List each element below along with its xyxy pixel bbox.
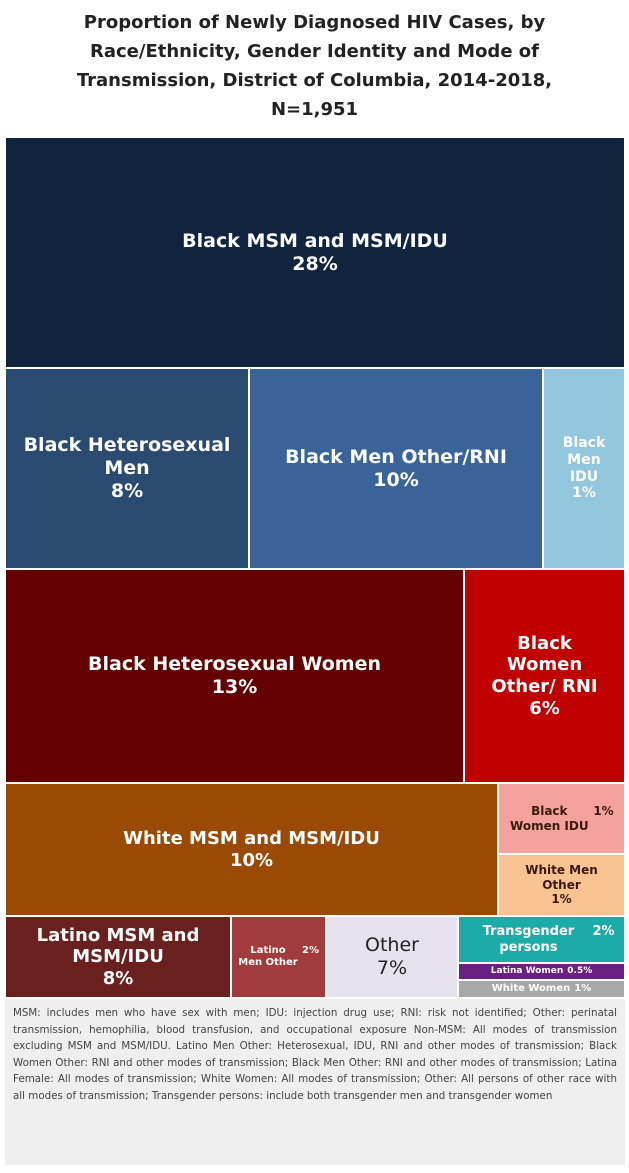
cell-label: Black Heterosexual Men [23, 434, 231, 480]
cell-value: 13% [211, 676, 258, 698]
chart-title: Proportion of Newly Diagnosed HIV Cases,… [76, 12, 553, 120]
cell-value: 7% [376, 957, 408, 979]
cell-value: 1% [574, 983, 592, 994]
cell-label: Latino MSM and MSM/IDU [36, 924, 200, 968]
treemap-cell: Black Heterosexual Women 13% [5, 569, 464, 783]
cell-value: 1% [572, 485, 596, 502]
treemap-cell: Black Women IDU 1% [498, 783, 625, 854]
cell-label: Latino Men Other [238, 945, 298, 968]
cell-label: Transgender persons [482, 923, 575, 955]
treemap-cell: Black Men IDU 1% [543, 368, 625, 569]
treemap-cell: Latino Men Other 2% [231, 916, 326, 998]
treemap-cell: Latina Women 0.5% [458, 963, 625, 980]
cell-label: Black Men IDU [562, 434, 606, 485]
cell-value: 8% [102, 967, 134, 989]
cell-value: 2% [302, 945, 319, 956]
cell-value: 10% [229, 849, 274, 871]
treemap-cell: Black Heterosexual Men 8% [5, 368, 249, 569]
treemap-cell: Transgender persons 2% [458, 916, 625, 963]
treemap-cell: Black Men Other/RNI 10% [249, 368, 543, 569]
cell-label: White Men Other [525, 863, 598, 892]
treemap-cell: Latino MSM and MSM/IDU 8% [5, 916, 231, 998]
cell-value: 10% [373, 468, 419, 491]
treemap-cell: Other 7% [326, 916, 458, 998]
cell-label: Black MSM and MSM/IDU [182, 229, 448, 252]
cell-value: 1% [593, 804, 614, 819]
cell-label: Black Women IDU [510, 804, 589, 833]
cell-value: 28% [292, 252, 338, 275]
cell-value: 8% [110, 479, 144, 502]
treemap-cell: White MSM and MSM/IDU 10% [5, 783, 498, 916]
treemap-cell: Black MSM and MSM/IDU 28% [5, 137, 625, 368]
treemap-cell: Black Women Other/ RNI 6% [464, 569, 625, 783]
cell-label: White Women [491, 983, 571, 994]
cell-label: Black Men Other/RNI [285, 445, 507, 468]
cell-value: 6% [529, 697, 560, 719]
cell-value: 1% [551, 892, 572, 907]
cell-value: 2% [592, 923, 615, 939]
treemap-cell: White Men Other 1% [498, 854, 625, 916]
cell-label: Other [365, 934, 419, 957]
treemap-cell: White Women 1% [458, 980, 625, 998]
footnote: MSM: includes men who have sex with men;… [5, 999, 625, 1165]
cell-value: 0.5% [567, 966, 593, 977]
cell-label: White MSM and MSM/IDU [123, 827, 380, 849]
cell-label: Black Heterosexual Women [88, 653, 381, 676]
cell-label: Black Women Other/ RNI [491, 632, 598, 697]
cell-label: Latina Women [490, 966, 564, 977]
